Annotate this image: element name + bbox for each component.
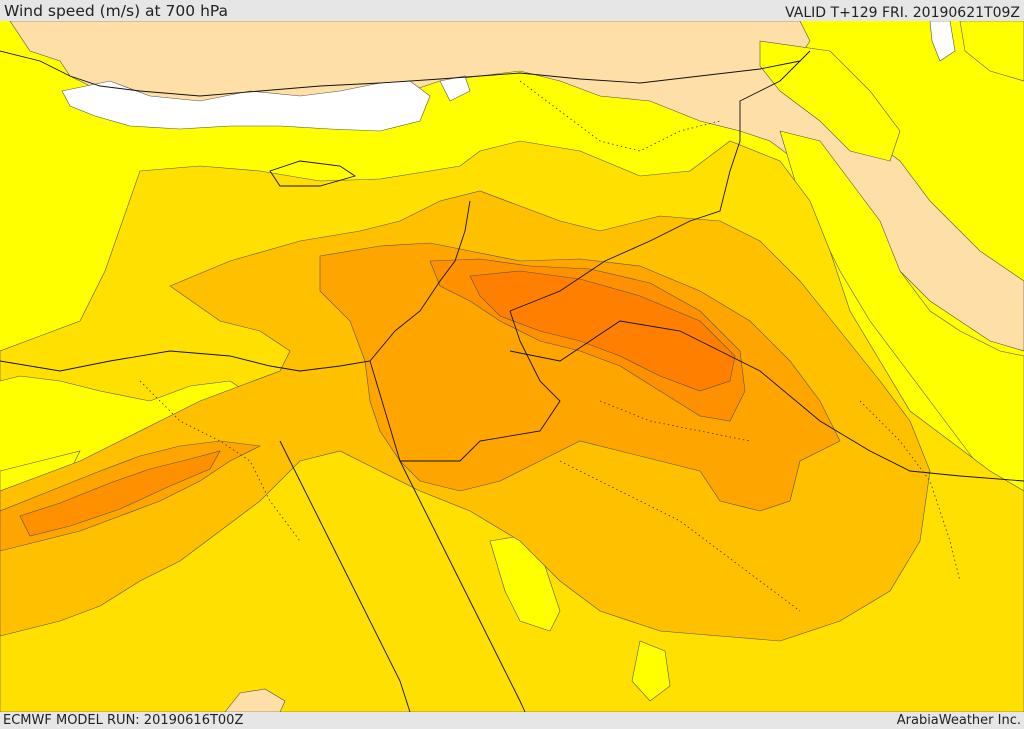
- header-bar: Wind speed (m/s) at 700 hPa VALID T+129 …: [0, 0, 1024, 21]
- coastline-red-sea-e: [399, 460, 526, 712]
- footer-bar: ECMWF MODEL RUN: 20190616T00Z ArabiaWeat…: [0, 712, 1024, 729]
- credit: ArabiaWeather Inc.: [896, 713, 1021, 728]
- border-jordan: [369, 310, 561, 462]
- band-orange: [319, 242, 841, 512]
- band-orange-sw-dark: [19, 450, 221, 537]
- coastline-red-sea-w: [279, 440, 411, 712]
- map-title: Wind speed (m/s) at 700 hPa: [4, 2, 229, 20]
- band-yellow-light-patch2: [631, 640, 671, 702]
- band-calm-white: [61, 80, 431, 132]
- coastline-med: [0, 200, 471, 372]
- border-dotted-1: [519, 80, 721, 152]
- band-yellow-ne2: [959, 21, 1024, 82]
- border-saudi: [509, 320, 1024, 482]
- border-iraq: [509, 50, 811, 312]
- wind-speed-map: [0, 21, 1024, 712]
- band-yellow-e: [779, 130, 1024, 522]
- coastline-turkey: [0, 50, 801, 97]
- coastline-cyprus: [269, 160, 357, 187]
- border-dotted-2: [139, 380, 301, 542]
- band-yellow-ne: [759, 40, 901, 162]
- band-calm-white-3: [929, 21, 956, 62]
- model-run: ECMWF MODEL RUN: 20190616T00Z: [3, 713, 244, 728]
- band-tan-sw: [224, 688, 286, 712]
- valid-time: VALID T+129 FRI. 20190621T09Z: [785, 5, 1020, 21]
